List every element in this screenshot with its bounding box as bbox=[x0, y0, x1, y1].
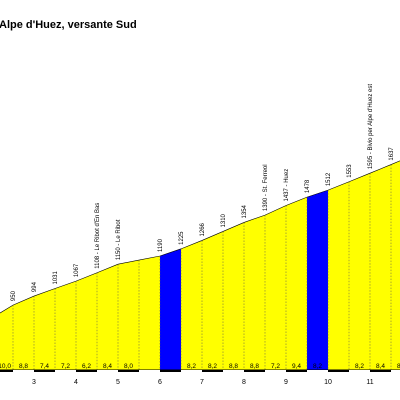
distance-strip bbox=[286, 370, 307, 372]
chart-title: Alpe d'Huez, versante Sud bbox=[0, 19, 137, 31]
profile-segment bbox=[307, 190, 328, 370]
gradient-label: 8,2 bbox=[313, 363, 322, 370]
distance-strip bbox=[349, 370, 370, 372]
gradient-label: 8,2 bbox=[187, 363, 196, 370]
distance-strip bbox=[328, 370, 349, 372]
distance-tick-label: 11 bbox=[366, 379, 373, 386]
gradient-label: 6,2 bbox=[82, 363, 91, 370]
distance-tick-label: 10 bbox=[324, 379, 332, 386]
profile-segment bbox=[328, 181, 349, 370]
altitude-label: 1150 - Le Ribot bbox=[116, 219, 122, 260]
altitude-label: 950 bbox=[11, 290, 17, 301]
distance-tick-label: 8 bbox=[242, 379, 246, 386]
profile-segment bbox=[265, 205, 286, 370]
distance-strip bbox=[307, 370, 328, 372]
distance-strip bbox=[118, 370, 139, 372]
distance-strip bbox=[34, 370, 55, 372]
distance-strip bbox=[160, 370, 181, 372]
profile-segment bbox=[139, 256, 160, 370]
gradient-label: 8,4 bbox=[397, 363, 400, 370]
gradient-label: 8,8 bbox=[229, 363, 238, 370]
distance-strip bbox=[181, 370, 202, 372]
altitude-label: 1437 - Huez bbox=[284, 169, 290, 202]
gradient-label: 8,4 bbox=[103, 363, 112, 370]
gradient-label: 8,4 bbox=[376, 363, 385, 370]
distance-strip bbox=[202, 370, 223, 372]
distance-tick-label: 9 bbox=[284, 379, 288, 386]
gradient-label: 9,4 bbox=[292, 363, 301, 370]
profile-line bbox=[0, 160, 400, 314]
distance-tick-label: 4 bbox=[74, 379, 78, 386]
distance-strip bbox=[97, 370, 118, 372]
profile-segments bbox=[0, 160, 400, 370]
gradient-label: 8,2 bbox=[208, 363, 217, 370]
distance-strip bbox=[370, 370, 391, 372]
distance-strip bbox=[55, 370, 76, 372]
gradient-label: 8,0 bbox=[124, 363, 133, 370]
distance-strip bbox=[13, 370, 34, 372]
profile-segment bbox=[244, 215, 265, 370]
altitude-label: 1595 - Bivio per Alpe d'Huez est bbox=[368, 84, 374, 170]
profile-segment bbox=[34, 288, 55, 370]
gradient-label: 7,4 bbox=[40, 363, 49, 370]
gradient-label: 7,2 bbox=[61, 363, 70, 370]
altitude-label: 1067 bbox=[74, 263, 80, 277]
gradient-label: 8,2 bbox=[355, 363, 364, 370]
profile-segment bbox=[55, 281, 76, 370]
altitude-label: 1266 bbox=[200, 222, 206, 236]
profile-segment bbox=[286, 197, 307, 370]
profile-segment bbox=[349, 173, 370, 370]
distance-strip bbox=[265, 370, 286, 372]
profile-segment bbox=[370, 164, 391, 370]
altitude-label: 1390 - St. Ferreol bbox=[263, 164, 269, 211]
profile-segment bbox=[181, 240, 202, 370]
profile-segment bbox=[202, 231, 223, 370]
gradient-label: 8,8 bbox=[250, 363, 259, 370]
altitude-label: 1190 bbox=[158, 238, 164, 252]
altitude-labels: 900950994103110671108 - Le Ribot d'En Ba… bbox=[0, 84, 395, 312]
altitude-label: 1310 bbox=[221, 213, 227, 227]
altitude-label: 1031 bbox=[53, 271, 59, 285]
distance-strip bbox=[244, 370, 265, 372]
altitude-label: 1225 bbox=[179, 231, 185, 245]
altitude-guide-lines bbox=[12, 164, 392, 370]
altitude-label: 1512 bbox=[326, 172, 332, 186]
gradient-label: 8,8 bbox=[19, 363, 28, 370]
gradient-label: 7,2 bbox=[271, 363, 280, 370]
altitude-label: 994 bbox=[32, 281, 38, 292]
profile-segment bbox=[391, 160, 400, 370]
profile-segment bbox=[118, 260, 139, 370]
distance-strip bbox=[223, 370, 244, 372]
altitude-label: 1478 bbox=[305, 179, 311, 193]
distance-axis-labels: 3 4 5 6 7 8 9 10 11 bbox=[32, 379, 374, 386]
distance-strip bbox=[0, 370, 13, 372]
profile-segment bbox=[160, 248, 181, 370]
distance-strip bbox=[139, 370, 160, 372]
altitude-label: 1108 - Le Ribot d'En Bas bbox=[95, 203, 101, 269]
profile-segment bbox=[0, 305, 13, 370]
distance-tick-label: 5 bbox=[116, 379, 120, 386]
profile-segment bbox=[97, 264, 118, 370]
distance-strip bbox=[76, 370, 97, 372]
distance-strip bbox=[391, 370, 400, 372]
profile-segment bbox=[13, 296, 34, 370]
distance-tick-label: 6 bbox=[158, 379, 162, 386]
distance-tick-label: 3 bbox=[32, 379, 36, 386]
gradient-labels: 10,0 8,8 7,4 7,2 6,2 8,4 8,0 8,2 8,2 8,8 8,8 7,2 9,4… bbox=[0, 363, 400, 370]
altitude-label: 1354 bbox=[242, 204, 248, 218]
distance-tick-label: 7 bbox=[200, 379, 204, 386]
profile-segment bbox=[76, 272, 97, 370]
distance-baseline bbox=[0, 369, 400, 372]
altitude-label: 1637 bbox=[389, 147, 395, 161]
gradient-label: 10,0 bbox=[0, 363, 11, 370]
altitude-label: 1553 bbox=[347, 164, 353, 178]
profile-segment bbox=[223, 222, 244, 370]
